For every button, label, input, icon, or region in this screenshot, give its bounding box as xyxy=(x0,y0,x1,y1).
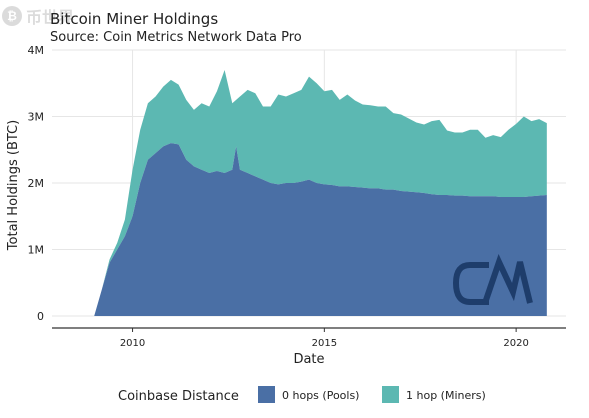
legend-label: 0 hops (Pools) xyxy=(282,389,359,402)
watermark-text: 币世界 xyxy=(26,8,75,27)
axes: 0 1M 2M 3M 4M 2010 2015 2020 xyxy=(28,44,566,349)
plot-area xyxy=(94,69,547,316)
legend-title: Coinbase Distance xyxy=(118,389,239,404)
area-series-1 xyxy=(94,69,547,316)
chart-title: Bitcoin Miner Holdings xyxy=(50,10,218,28)
y-tick-label: 0 xyxy=(37,310,44,323)
y-axis-label: Total Holdings (BTC) xyxy=(6,120,21,251)
x-axis-label: Date xyxy=(293,352,324,367)
x-tick-label: 2015 xyxy=(312,338,337,349)
legend: Coinbase Distance 0 hops (Pools) 1 hop (M… xyxy=(118,386,486,404)
legend-swatch xyxy=(258,386,275,403)
y-tick-label: 1M xyxy=(28,244,45,257)
cm-logo-c xyxy=(452,262,489,305)
watermark: ₿ 币世界 xyxy=(2,4,74,28)
x-tick-label: 2010 xyxy=(120,338,145,349)
area-series-0 xyxy=(94,143,547,316)
y-tick-label: 2M xyxy=(28,177,45,190)
cm-logo-m xyxy=(482,253,533,304)
cm-logo xyxy=(452,253,533,305)
y-tick-label: 4M xyxy=(28,44,45,57)
chart-subtitle: Source: Coin Metrics Network Data Pro xyxy=(50,30,302,45)
x-tick-label: 2020 xyxy=(503,338,528,349)
legend-swatch xyxy=(382,386,399,403)
y-tick-label: 3M xyxy=(28,111,45,124)
legend-label: 1 hop (Miners) xyxy=(406,389,486,402)
bitcoin-coin-icon: ₿ xyxy=(2,6,22,26)
